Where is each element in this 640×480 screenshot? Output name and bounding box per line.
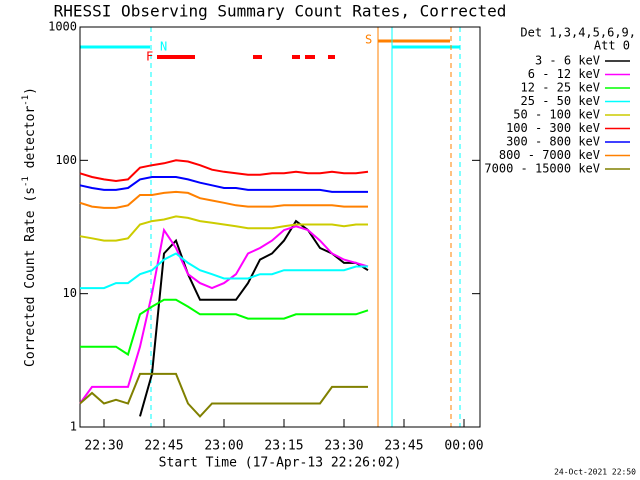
legend-label: 25 - 50 keV [521, 94, 600, 108]
plot-frame [79, 26, 481, 428]
legend-header: Att 0 [594, 39, 630, 53]
y-label-part: detector [23, 106, 38, 177]
legend-label: 100 - 300 keV [506, 121, 600, 135]
legend-label: 50 - 100 keV [513, 108, 600, 122]
y-tick-label: 1000 [48, 20, 77, 34]
x-tick-label: 23:45 [384, 439, 423, 454]
legend-header: Det 1,3,4,5,6,9, [520, 26, 636, 40]
y-tick-label: 10 [63, 286, 77, 300]
y-tick-label: 1 [70, 420, 77, 434]
y-tick-label: 100 [55, 153, 77, 167]
series-line [79, 372, 368, 418]
x-tick-label: 22:45 [144, 439, 183, 454]
y-label-sup: -1 [21, 95, 31, 106]
series-line [79, 215, 368, 242]
legend-label: 300 - 800 keV [506, 135, 600, 149]
series-line [79, 225, 369, 405]
series-line [79, 159, 369, 183]
y-label-sup: -1 [21, 176, 31, 187]
footer: 24-Oct-2021 22:50 [554, 468, 636, 477]
x-axis-label: Start Time (17-Apr-13 22:26:02) [159, 456, 402, 471]
annotation: S [365, 33, 372, 47]
series-line [79, 176, 368, 193]
series-line [79, 190, 368, 209]
y-axis-label: Corrected Count Rate (s-1 detector-1) [21, 87, 38, 367]
x-tick-label: 00:00 [444, 439, 483, 454]
chart-title: RHESSI Observing Summary Count Rates, Co… [54, 2, 507, 21]
legend-label: 12 - 25 keV [521, 81, 600, 95]
y-label-part: ) [23, 87, 38, 95]
y-label-part: Corrected Count Rate (s [23, 187, 38, 367]
legend-label: 800 - 7000 keV [499, 148, 600, 162]
legend-label: 6 - 12 keV [528, 67, 600, 81]
series-line [80, 298, 369, 357]
series-line [80, 252, 368, 290]
annotation: F [146, 50, 153, 64]
x-tick-label: 23:00 [204, 439, 243, 454]
x-tick-label: 23:15 [264, 439, 303, 454]
x-tick-label: 23:30 [324, 439, 363, 454]
annotation: N [160, 40, 167, 54]
x-tick-label: 22:30 [84, 439, 123, 454]
legend-label: 7000 - 15000 keV [484, 162, 600, 176]
legend-label: 3 - 6 keV [535, 54, 600, 68]
flags: N F S [80, 27, 461, 427]
